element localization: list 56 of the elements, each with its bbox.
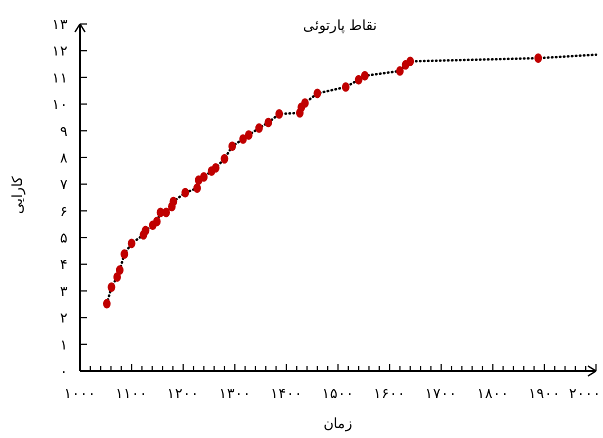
point <box>193 183 201 193</box>
point <box>239 134 247 144</box>
point <box>301 98 309 108</box>
point <box>108 282 116 292</box>
point <box>314 88 322 98</box>
point <box>116 265 124 275</box>
y-tick-label: ۹ <box>60 124 68 140</box>
point <box>128 238 136 248</box>
point <box>162 208 170 218</box>
y-tick-label: ۲ <box>60 310 68 327</box>
point <box>170 196 178 206</box>
point <box>255 123 263 133</box>
x-tick-label: ۱۴۰۰ <box>270 386 302 402</box>
y-tick-label: ۱ <box>60 337 68 354</box>
ylabel: کارایی <box>10 176 26 214</box>
point <box>228 141 236 152</box>
x-tick-label: ۱۰۰۰ <box>64 386 96 402</box>
point <box>361 70 369 81</box>
xlabel: زمان <box>324 416 352 432</box>
x-tick-label: ۱۲۰۰ <box>167 386 200 402</box>
y-tick-label: ۶ <box>60 204 68 220</box>
point <box>534 53 542 63</box>
x-tick-label: ۲۰۰۰ <box>569 386 601 402</box>
x-tick-label: ۱۵۰۰ <box>322 386 354 402</box>
y-tick-label: ۸ <box>60 150 68 166</box>
point <box>244 130 253 140</box>
point <box>406 56 414 66</box>
point <box>342 82 350 92</box>
x-tick-label: ۱۱۰۰ <box>116 386 148 402</box>
point <box>220 154 228 164</box>
point <box>103 298 111 309</box>
x-tick-label: ۱۹۰۰ <box>528 386 560 402</box>
x-tick-label: ۱۳۰۰ <box>218 386 251 402</box>
y-tick-label: ۷ <box>60 177 68 194</box>
title: نقاط پارتوئی <box>302 18 378 34</box>
y-tick-label: ۱۲ <box>52 44 68 60</box>
point <box>396 66 404 76</box>
y-tick-label: ۱۱ <box>52 70 68 86</box>
point <box>120 249 128 259</box>
x-tick-label: ۱۶۰۰ <box>374 386 406 402</box>
y-tick-label: ۴ <box>60 257 68 274</box>
y-tick-label: ۱۳ <box>52 17 68 33</box>
point <box>212 163 220 173</box>
y-tick-label: ۱۰ <box>52 97 68 114</box>
point <box>264 118 272 128</box>
point <box>354 74 362 85</box>
x-tick-label: ۱۸۰۰ <box>476 386 509 402</box>
point <box>153 216 161 226</box>
point <box>200 172 208 182</box>
point <box>275 109 283 119</box>
y-tick-label: ۵ <box>60 230 68 247</box>
point <box>142 226 150 236</box>
y-tick-label: ۳ <box>60 284 68 300</box>
y-tick-label: ۰ <box>60 364 68 380</box>
x-tick-label: ۱۷۰۰ <box>425 386 458 402</box>
point <box>181 188 190 198</box>
